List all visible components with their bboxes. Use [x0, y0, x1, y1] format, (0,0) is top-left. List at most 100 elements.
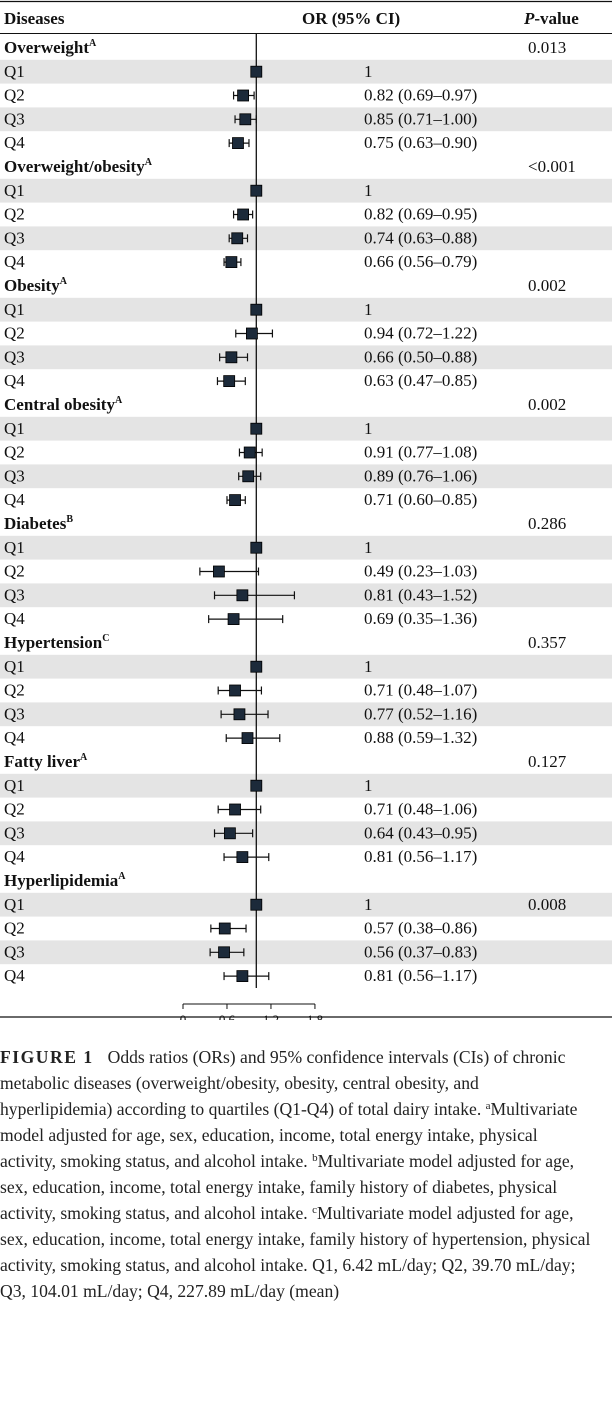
or-point-marker: [213, 565, 225, 578]
or-ci-value: 0.64 (0.43–0.95): [364, 823, 477, 842]
or-point-marker: [223, 375, 236, 388]
row-label: Q3: [4, 109, 25, 128]
or-ci-value: 0.81 (0.56–1.17): [364, 847, 477, 866]
group-label: Overweight/obesityA: [4, 157, 153, 176]
caption-text-4: Multivariate model adjusted for age, sex…: [0, 1203, 591, 1301]
row-band: [0, 535, 612, 560]
row-label: Q1: [4, 657, 25, 676]
p-value: 0.002: [528, 276, 566, 295]
p-value: 0.286: [528, 514, 566, 533]
row-label: Q2: [4, 800, 25, 819]
or-point-marker: [232, 137, 244, 150]
row-band: [0, 773, 612, 798]
or-ci-value: 1: [364, 657, 373, 676]
or-point-marker: [229, 803, 241, 816]
or-ci-value: 0.81 (0.43–1.52): [364, 585, 477, 604]
row-label: Q4: [4, 728, 25, 747]
row-label: Q4: [4, 609, 25, 628]
x-tick-label: 1.2: [263, 1012, 279, 1020]
row-label: Q2: [4, 324, 25, 343]
or-point-marker: [229, 494, 241, 507]
or-point-marker: [236, 851, 249, 863]
or-point-marker: [218, 946, 230, 959]
row-label: Q2: [4, 443, 25, 462]
or-point-marker: [236, 970, 249, 982]
or-ci-value: 1: [364, 181, 373, 200]
row-label: Q1: [4, 776, 25, 795]
caption-text-1: Odds ratios (ORs) and 95% confidence int…: [0, 1047, 566, 1119]
row-label: Q1: [4, 300, 25, 319]
or-ci-value: 0.81 (0.56–1.17): [364, 966, 477, 985]
group-label: Fatty liverA: [4, 752, 88, 771]
or-ci-value: 0.75 (0.63–0.90): [364, 133, 477, 152]
p-value: 0.013: [528, 38, 566, 57]
or-ci-value: 0.66 (0.50–0.88): [364, 347, 477, 366]
or-point-marker: [241, 732, 254, 744]
row-label: Q4: [4, 252, 25, 271]
row-band: [0, 178, 612, 203]
or-point-marker: [250, 303, 263, 316]
or-ci-value: 0.85 (0.71–1.00): [364, 109, 477, 128]
row-band: [0, 297, 612, 322]
or-ci-value: 0.66 (0.56–0.79): [364, 252, 477, 271]
or-ci-value: 1: [364, 776, 373, 795]
row-label: Q3: [4, 228, 25, 247]
footnote-marker-b: b: [312, 1152, 318, 1164]
group-label: HyperlipidemiaA: [4, 871, 126, 890]
or-ci-value: 0.74 (0.63–0.88): [364, 228, 477, 247]
or-ci-value: 0.57 (0.38–0.86): [364, 919, 477, 938]
row-label: Q2: [4, 681, 25, 700]
p-value: 0.357: [528, 633, 567, 652]
row-label: Q4: [4, 966, 25, 985]
x-tick-label: 0.6: [219, 1012, 236, 1020]
or-point-marker: [250, 898, 263, 911]
row-band: [0, 464, 612, 489]
p-value: 0.002: [528, 395, 566, 414]
or-ci-value: 0.82 (0.69–0.95): [364, 205, 477, 224]
row-label: Q3: [4, 704, 25, 723]
row-label: Q2: [4, 205, 25, 224]
footnote-marker-c: c: [312, 1204, 317, 1216]
or-point-marker: [250, 422, 263, 435]
or-point-marker: [218, 922, 231, 935]
row-label: Q4: [4, 371, 25, 390]
or-point-marker: [250, 779, 263, 792]
row-label: Q2: [4, 919, 25, 938]
row-band: [0, 416, 612, 441]
caption-text-3: Multivariate model adjusted for age, sex…: [0, 1151, 575, 1223]
or-point-marker: [227, 613, 240, 625]
row-band: [0, 226, 612, 251]
or-point-marker: [250, 541, 263, 554]
row-label: Q3: [4, 585, 25, 604]
or-point-marker: [231, 232, 244, 245]
column-header-p-value: P-value: [523, 9, 579, 28]
row-label: Q1: [4, 895, 25, 914]
row-label: Q4: [4, 847, 25, 866]
or-ci-value: 0.77 (0.52–1.16): [364, 704, 477, 723]
or-point-marker: [225, 351, 238, 364]
or-point-marker: [233, 708, 246, 721]
or-point-marker: [250, 65, 263, 78]
row-band: [0, 892, 612, 917]
row-band: [0, 345, 612, 370]
group-label: HypertensionC: [4, 633, 109, 652]
forest-plot-figure: Diseases OR (95% CI) P-value OverweightA 0.0…: [0, 0, 612, 1020]
group-label: OverweightA: [4, 38, 97, 57]
or-point-marker: [224, 827, 236, 840]
row-band: [0, 821, 612, 846]
row-label: Q2: [4, 86, 25, 105]
p-value: <0.001: [528, 157, 576, 176]
row-band: [0, 59, 612, 84]
or-point-marker: [237, 89, 250, 102]
or-ci-value: 1: [364, 895, 373, 914]
row-band: [0, 702, 612, 727]
or-ci-value: 1: [364, 538, 373, 557]
row-label: Q2: [4, 562, 25, 581]
row-label: Q1: [4, 419, 25, 438]
or-ci-value: 0.89 (0.76–1.06): [364, 466, 477, 485]
row-label: Q3: [4, 466, 25, 485]
row-band: [0, 107, 612, 132]
or-ci-value: 0.63 (0.47–0.85): [364, 371, 477, 390]
row-label: Q3: [4, 942, 25, 961]
p-value: 0.008: [528, 895, 566, 914]
